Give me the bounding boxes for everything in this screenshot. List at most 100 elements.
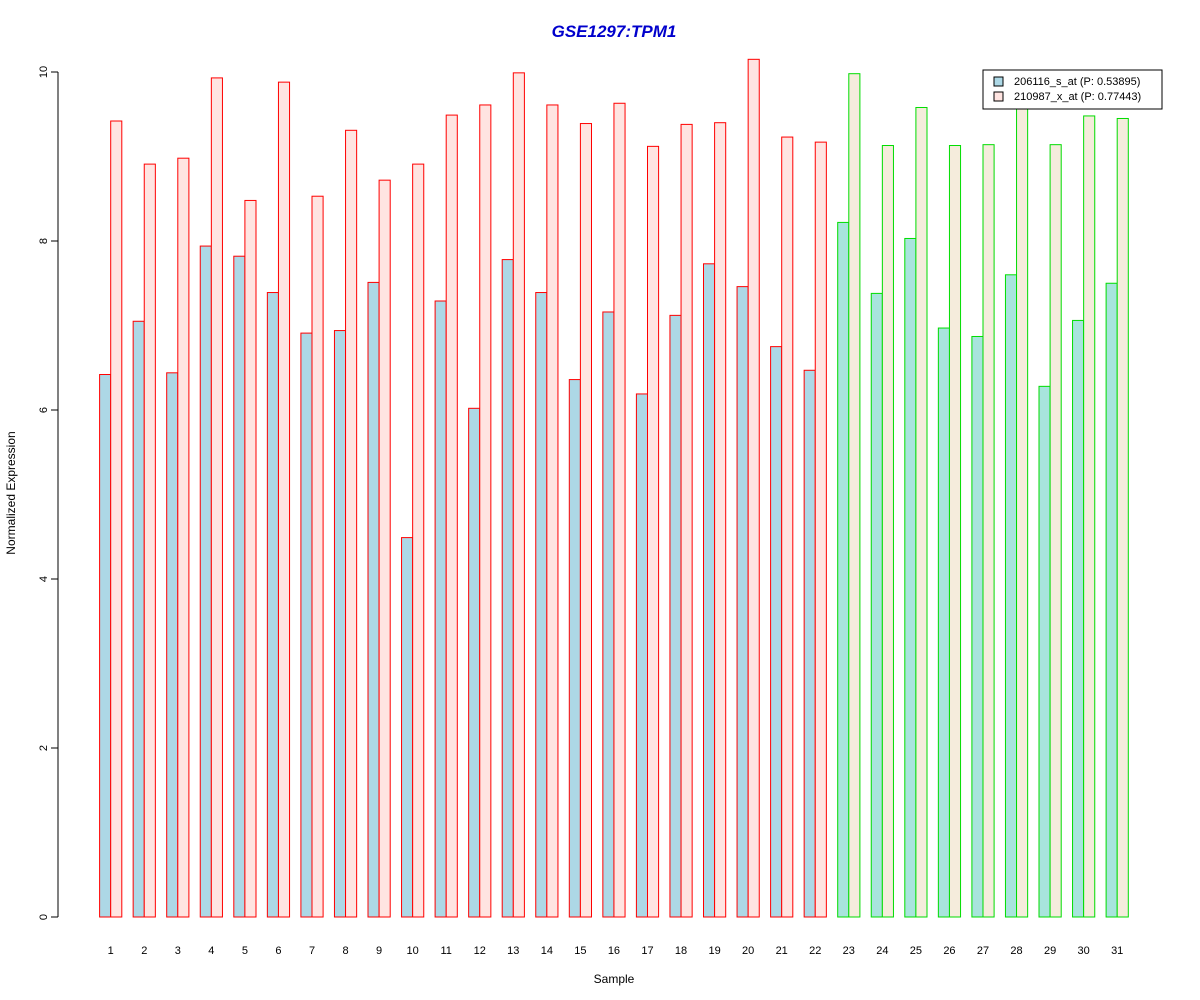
x-tick-label: 2 [141, 945, 147, 957]
legend-box [982, 69, 1163, 110]
bar-sample-4-series-2 [210, 77, 223, 918]
bar-sample-21-series-2 [781, 136, 794, 918]
bar-sample-2-series-2 [143, 163, 156, 918]
bar-sample-9-series-2 [378, 179, 391, 918]
bar-sample-13-series-1 [501, 259, 514, 918]
bar-sample-13-series-2 [512, 72, 525, 918]
bar-sample-2-series-1 [132, 320, 145, 918]
bar-sample-3-series-1 [166, 372, 179, 918]
bar-sample-1-series-2 [110, 120, 123, 918]
x-tick-label: 7 [309, 945, 315, 957]
bar-sample-31-series-2 [1116, 117, 1129, 918]
x-tick-label: 28 [1010, 945, 1022, 957]
x-tick-label: 29 [1044, 945, 1056, 957]
legend-swatch-series-2 [993, 91, 1004, 102]
x-tick-label: 21 [776, 945, 788, 957]
bar-sample-19-series-1 [703, 263, 716, 918]
x-tick-label: 17 [641, 945, 653, 957]
bar-sample-28-series-1 [1004, 274, 1018, 918]
legend-label-series-1: 206116_s_at (P: 0.53895) [1014, 76, 1140, 88]
bar-sample-27-series-1 [971, 335, 984, 918]
bar-sample-16-series-2 [613, 102, 626, 918]
bar-sample-25-series-1 [904, 237, 917, 918]
x-tick-label: 3 [175, 945, 181, 957]
x-tick-label: 23 [843, 945, 855, 957]
bar-sample-22-series-2 [814, 141, 827, 918]
bar-sample-10-series-2 [412, 163, 425, 918]
bar-sample-22-series-1 [803, 369, 816, 918]
x-tick-label: 10 [407, 945, 419, 957]
y-tick-label: 8 [38, 238, 50, 244]
bar-sample-11-series-1 [434, 300, 447, 918]
bar-sample-10-series-1 [401, 537, 414, 918]
bar-sample-8-series-1 [333, 330, 347, 918]
x-tick-label: 12 [474, 945, 486, 957]
chart-title: GSE1297:TPM1 [552, 22, 677, 41]
x-tick-label: 1 [108, 945, 114, 957]
legend-label-series-2: 210987_x_at (P: 0.77443) [1014, 91, 1141, 103]
bar-sample-23-series-2 [848, 73, 861, 918]
bar-sample-30-series-1 [1072, 319, 1085, 918]
x-tick-label: 26 [943, 945, 955, 957]
bar-sample-7-series-1 [300, 332, 313, 918]
x-tick-labels: 1 2 3 4 5 6 7 8 9 10 11 12 13 14 15 16 17 18 19 20 21 22 23 24 2… [108, 945, 1124, 957]
bar-sample-17-series-2 [647, 145, 660, 918]
bar-sample-28-series-2 [1016, 103, 1029, 918]
bar-sample-24-series-1 [870, 292, 883, 918]
x-tick-label: 13 [507, 945, 519, 957]
bar-sample-18-series-2 [680, 123, 693, 918]
legend: 206116_s_at (P: 0.53895) 210987_x_at (P:… [982, 69, 1163, 110]
y-axis-title: Normalized Expression [4, 431, 18, 554]
bar-sample-23-series-1 [837, 221, 850, 918]
bar-sample-6-series-1 [266, 292, 279, 918]
x-tick-label: 20 [742, 945, 754, 957]
x-tick-label: 16 [608, 945, 620, 957]
bar-sample-5-series-1 [233, 255, 246, 918]
y-tick-label: 6 [38, 407, 50, 413]
bar-sample-8-series-2 [345, 129, 358, 918]
bar-sample-29-series-1 [1038, 385, 1051, 918]
bar-sample-12-series-1 [468, 407, 481, 918]
y-tick-label: 10 [38, 66, 50, 78]
y-tick-label: 0 [38, 914, 50, 920]
x-tick-label: 15 [574, 945, 586, 957]
bar-sample-24-series-2 [881, 145, 894, 918]
bar-sample-16-series-1 [602, 311, 615, 918]
x-tick-label: 25 [910, 945, 922, 957]
bar-sample-3-series-2 [177, 157, 190, 918]
bar-sample-5-series-2 [244, 199, 257, 918]
bar-sample-17-series-1 [635, 393, 649, 918]
bar-sample-21-series-1 [770, 346, 783, 918]
y-tick-label: 2 [38, 745, 50, 751]
bar-sample-30-series-2 [1083, 115, 1096, 918]
bars [99, 58, 1129, 918]
bar-sample-26-series-1 [937, 327, 950, 918]
bar-sample-20-series-2 [747, 58, 760, 918]
bar-sample-11-series-2 [445, 114, 458, 918]
x-tick-label: 5 [242, 945, 248, 957]
bar-sample-19-series-2 [714, 122, 727, 918]
bar-sample-31-series-1 [1105, 282, 1118, 918]
x-tick-label: 30 [1078, 945, 1090, 957]
bar-sample-25-series-2 [915, 106, 928, 918]
bar-sample-27-series-2 [982, 144, 995, 918]
bar-sample-4-series-1 [199, 245, 212, 918]
x-tick-label: 14 [541, 945, 553, 957]
bar-sample-15-series-2 [579, 123, 593, 918]
y-axis: 0 2 4 6 8 10 [38, 66, 59, 920]
y-tick-label: 4 [38, 576, 50, 582]
x-tick-label: 9 [376, 945, 382, 957]
bar-sample-1-series-1 [99, 374, 112, 918]
bar-sample-15-series-1 [568, 379, 581, 918]
bar-sample-9-series-1 [367, 281, 380, 918]
bar-sample-6-series-2 [277, 81, 291, 918]
x-tick-label: 31 [1111, 945, 1123, 957]
bar-sample-7-series-2 [311, 195, 324, 918]
bar-sample-12-series-2 [479, 104, 492, 918]
x-tick-label: 4 [208, 945, 214, 957]
x-tick-label: 6 [275, 945, 281, 957]
bar-sample-29-series-2 [1049, 144, 1062, 918]
bar-sample-18-series-1 [669, 314, 682, 918]
x-axis-title: Sample [594, 972, 635, 986]
